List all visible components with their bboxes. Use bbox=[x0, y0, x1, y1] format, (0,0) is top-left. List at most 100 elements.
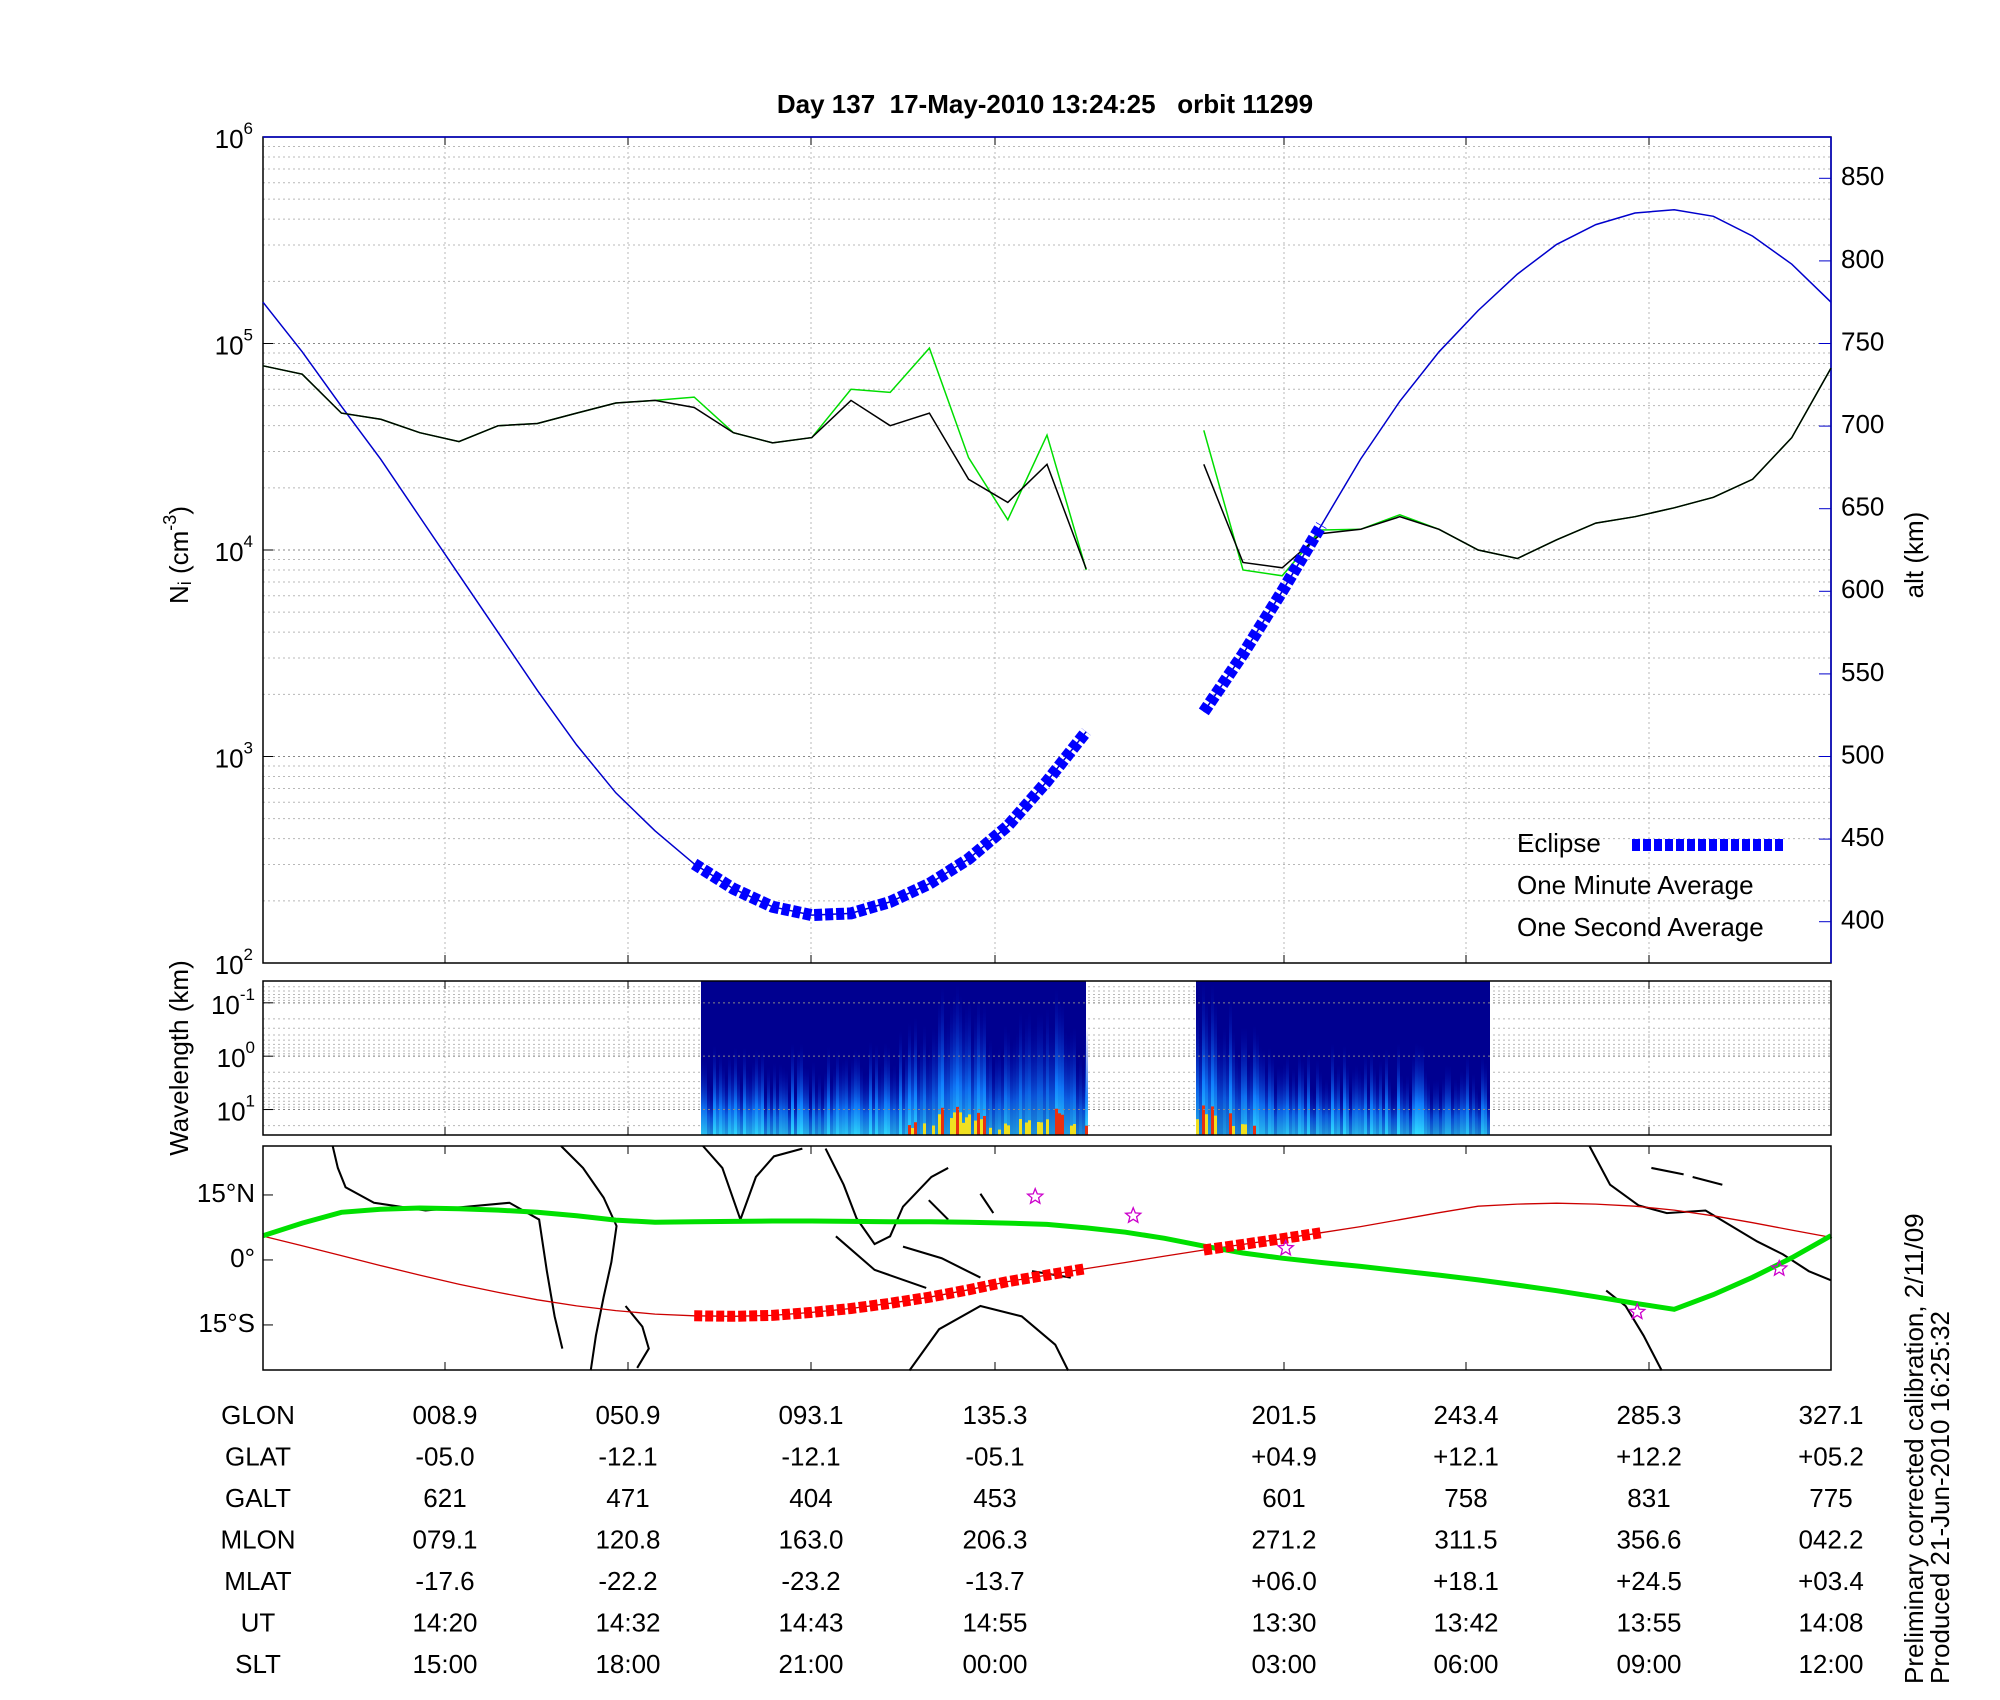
spectrogram-texture bbox=[803, 1066, 806, 1135]
spectrogram-texture bbox=[1010, 1043, 1013, 1135]
spectrogram-texture bbox=[1262, 1048, 1265, 1135]
spectrogram-texture bbox=[1472, 1073, 1475, 1135]
tick-exponent: -1 bbox=[240, 985, 255, 1004]
spectrogram-hot bbox=[953, 1112, 956, 1135]
spectrogram-texture bbox=[839, 1063, 842, 1135]
spectrogram-texture bbox=[1244, 1026, 1247, 1135]
spectrogram-texture bbox=[911, 1040, 914, 1135]
spectrogram-texture bbox=[959, 994, 962, 1135]
table-cell: 14:43 bbox=[778, 1607, 843, 1637]
spectrogram-texture bbox=[983, 1004, 986, 1135]
spectrogram-texture bbox=[950, 1004, 953, 1135]
spectrogram-texture bbox=[938, 1000, 941, 1135]
table-row-label: GALT bbox=[225, 1483, 291, 1513]
spectrogram-texture bbox=[971, 1034, 974, 1135]
spectrogram-hot bbox=[956, 1106, 959, 1135]
spectrogram-texture bbox=[1457, 1082, 1460, 1135]
spectrogram-texture bbox=[755, 1048, 758, 1135]
spectrogram-texture bbox=[1370, 1048, 1373, 1135]
y-tick-label: 106 bbox=[215, 119, 253, 153]
spectrogram-texture bbox=[1340, 1091, 1343, 1135]
spectrogram-texture bbox=[1355, 1064, 1358, 1135]
spectrogram-texture bbox=[998, 1047, 1001, 1135]
table-cell: 758 bbox=[1444, 1483, 1487, 1513]
spectrogram-hot bbox=[1253, 1125, 1256, 1135]
spectrogram-texture bbox=[1265, 1070, 1268, 1135]
spectrogram-texture bbox=[1385, 1048, 1388, 1135]
spectrogram-texture bbox=[716, 1068, 719, 1135]
table-cell: 12:00 bbox=[1798, 1649, 1863, 1679]
spectrogram-texture bbox=[806, 1067, 809, 1135]
spectrogram-texture bbox=[761, 1049, 764, 1135]
spectrogram-texture bbox=[767, 1066, 770, 1135]
spectrogram-texture bbox=[728, 1054, 731, 1135]
spectrogram-texture bbox=[1442, 1078, 1445, 1135]
spectrogram-texture bbox=[1058, 998, 1061, 1135]
y-axis-label-part: -3 bbox=[160, 515, 180, 531]
spectrogram-texture bbox=[797, 1049, 800, 1135]
spectrogram-texture bbox=[1382, 1089, 1385, 1135]
spectrogram-texture bbox=[1427, 1078, 1430, 1135]
y-tick-label: 101 bbox=[217, 1092, 255, 1126]
spectrogram-texture bbox=[830, 1081, 833, 1135]
spectrogram-texture bbox=[1202, 981, 1205, 1135]
table-cell: 14:55 bbox=[962, 1607, 1027, 1637]
spectrogram-texture bbox=[1214, 1001, 1217, 1135]
plot-frame bbox=[262, 980, 1832, 1136]
tick-base: 10 bbox=[215, 743, 244, 773]
table-row-label: MLAT bbox=[224, 1566, 292, 1596]
spectrogram-texture bbox=[731, 1065, 734, 1135]
calibration-note: Preliminary corrected calibration, 2/11/… bbox=[1899, 1213, 1929, 1684]
y-axis-label: Wavelength (km) bbox=[164, 960, 194, 1156]
spectrogram-hot bbox=[980, 1119, 983, 1135]
spectrogram-texture bbox=[1253, 1024, 1256, 1135]
spectrogram-texture bbox=[1028, 1010, 1031, 1135]
spectrogram-texture bbox=[782, 1066, 785, 1135]
spectrogram-texture bbox=[725, 1077, 728, 1135]
star-marker bbox=[1769, 1258, 1789, 1277]
spectrogram-texture bbox=[1082, 1066, 1085, 1135]
spectrogram-hot bbox=[983, 1115, 986, 1135]
spectrogram-texture bbox=[1220, 1036, 1223, 1135]
y-tick-label: 10-1 bbox=[211, 985, 255, 1019]
spectrogram-texture bbox=[1424, 1069, 1427, 1135]
spectrogram-texture bbox=[905, 1047, 908, 1135]
spectrogram-texture bbox=[701, 1058, 704, 1135]
spectrogram-texture bbox=[1055, 988, 1058, 1135]
y2-tick-label: 500 bbox=[1841, 739, 1884, 769]
spectrogram-texture bbox=[1046, 1007, 1049, 1135]
spectrogram-texture bbox=[812, 1061, 815, 1135]
spectrogram-texture bbox=[707, 1082, 710, 1135]
spectrogram-texture bbox=[842, 1059, 845, 1135]
spectrogram-texture bbox=[737, 1070, 740, 1135]
spectrogram-texture bbox=[1358, 1069, 1361, 1135]
spectrogram-texture bbox=[866, 1073, 869, 1135]
spectrogram-texture bbox=[794, 1092, 797, 1135]
spectrogram-texture bbox=[1085, 1028, 1088, 1135]
table-cell: 775 bbox=[1809, 1483, 1852, 1513]
table-cell: 13:55 bbox=[1616, 1607, 1681, 1637]
spectrogram-texture bbox=[869, 1041, 872, 1135]
spectrogram-texture bbox=[764, 1092, 767, 1135]
spectrogram-hot bbox=[911, 1128, 914, 1135]
spectrogram-texture bbox=[890, 1069, 893, 1135]
spectrogram-texture bbox=[1196, 1007, 1199, 1135]
spectrogram-texture bbox=[848, 1073, 851, 1135]
spectrogram-texture bbox=[1031, 1026, 1034, 1135]
table-cell: 00:00 bbox=[962, 1649, 1027, 1679]
spectrogram-hot bbox=[1085, 1125, 1088, 1135]
eclipse-line bbox=[690, 522, 1327, 922]
y2-tick-label: 550 bbox=[1841, 657, 1884, 687]
y-axis-label-part: (cm bbox=[164, 531, 194, 582]
y2-tick-label: 400 bbox=[1841, 905, 1884, 935]
spectrogram-texture bbox=[1409, 1096, 1412, 1135]
spectrogram-texture bbox=[1295, 1079, 1298, 1135]
tick-base: 10 bbox=[217, 1096, 246, 1126]
spectrogram-hot bbox=[941, 1107, 944, 1135]
spectrogram-hot bbox=[950, 1118, 953, 1135]
spectrogram-texture bbox=[1307, 1048, 1310, 1135]
spectrogram-texture bbox=[710, 1088, 713, 1135]
spectrogram-hot bbox=[1055, 1108, 1058, 1135]
spectrogram-texture bbox=[1226, 1039, 1229, 1135]
